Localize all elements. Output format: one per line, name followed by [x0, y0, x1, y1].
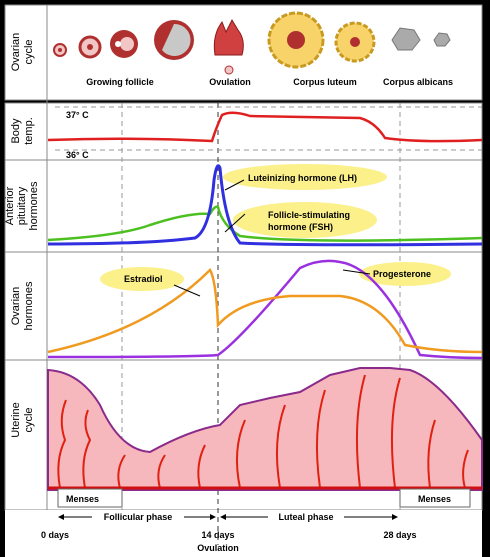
- label-line: Uterine: [10, 402, 22, 437]
- label-line: temp.: [23, 117, 35, 145]
- progesterone-label: Progesterone: [373, 269, 431, 279]
- menses-label: Menses: [66, 494, 99, 504]
- side-label: Ovarian hormones: [10, 281, 35, 330]
- menses-label: Menses: [418, 494, 451, 504]
- label-line: cycle: [23, 39, 35, 64]
- phase-label: Follicular phase: [104, 512, 173, 522]
- label-line: Body: [10, 118, 22, 144]
- phase-label: Luteal phase: [278, 512, 333, 522]
- fsh-label: Follicle-stimulating: [268, 210, 350, 220]
- temp-label: 36° C: [66, 150, 89, 160]
- label-line: Ovarian: [10, 287, 22, 326]
- highlight: [233, 202, 377, 238]
- estradiol-label: Estradiol: [124, 274, 163, 284]
- day-label: 0 days: [41, 530, 69, 540]
- lh-label: Luteinizing hormone (LH): [248, 173, 357, 183]
- label-line: Ovarian: [10, 33, 22, 72]
- page: {"ovarian_cycle": {"label": ["Ovarian", …: [0, 0, 490, 557]
- label-line: cycle: [23, 407, 35, 432]
- stage-label: Corpus albicans: [383, 77, 453, 87]
- fsh-label: hormone (FSH): [268, 222, 333, 232]
- side-label: Uterine cycle: [10, 402, 35, 437]
- label-line: pituitary: [16, 186, 28, 225]
- label-line: hormones: [28, 181, 40, 230]
- ovulation-label: Ovulation: [197, 543, 239, 553]
- label-line: hormones: [23, 281, 35, 330]
- stage-label: Ovulation: [209, 77, 251, 87]
- temp-label: 37° C: [66, 110, 89, 120]
- day-label: 14 days: [201, 530, 234, 540]
- stage-label: Corpus luteum: [293, 77, 357, 87]
- label-line: Anterior: [4, 186, 16, 225]
- side-label: Body temp.: [10, 117, 35, 145]
- diagram: Ovarian cycle Body temp. Anterior pituit…: [0, 0, 490, 557]
- stage-label: Growing follicle: [86, 77, 154, 87]
- day-label: 28 days: [383, 530, 416, 540]
- side-label: Anterior pituitary hormones: [4, 181, 40, 230]
